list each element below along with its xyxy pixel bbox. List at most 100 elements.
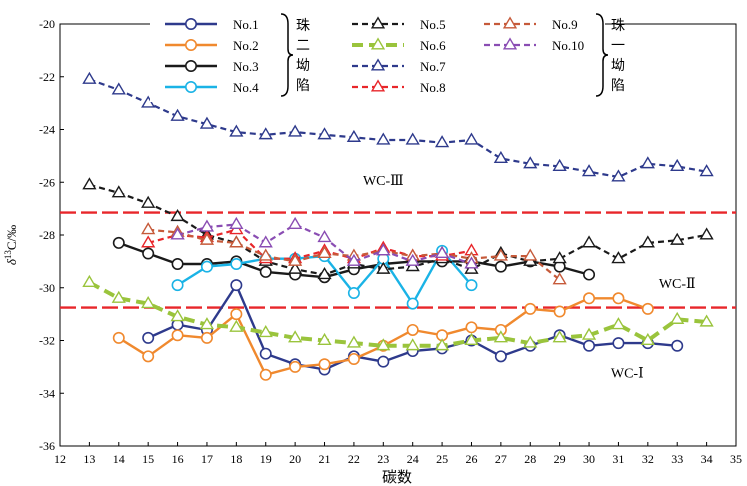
legend-item-no6: No.6 [352, 37, 446, 53]
data-point-no10 [288, 216, 303, 229]
x-tick-label: 13 [83, 452, 95, 466]
data-point-no2 [612, 292, 625, 305]
legend-label-no2: No.2 [233, 38, 259, 53]
y-axis-title: δ13C/‰ [3, 225, 19, 265]
data-point-no1 [583, 339, 596, 352]
x-tick-label: 28 [524, 452, 536, 466]
data-point-no1 [671, 339, 684, 352]
legend-marker-no1 [185, 17, 198, 30]
data-point-no10 [405, 253, 420, 266]
data-point-no6 [141, 295, 156, 309]
data-point-no4 [230, 258, 243, 271]
x-tick-label: 29 [554, 452, 566, 466]
data-point-no5 [640, 235, 655, 248]
data-point-no7 [670, 158, 685, 171]
annotation-label: WC-Ⅲ [363, 174, 404, 189]
data-point-no6 [258, 325, 273, 338]
data-point-no3 [494, 260, 507, 273]
axes: 12 13 14 15 16 17 18 19 20 21 22 23 24 25 26 27 28 29 30 31… [39, 17, 742, 466]
data-point-no4 [200, 260, 213, 273]
legend-group-brace [280, 13, 294, 97]
data-point-no1 [494, 350, 507, 363]
legend-item-no8: No.8 [352, 79, 446, 95]
data-point-no5 [317, 266, 332, 280]
data-point-no5 [611, 251, 626, 264]
data-point-no4 [171, 279, 184, 292]
data-point-no1 [230, 279, 243, 292]
y-tick-label: -24 [39, 123, 55, 137]
x-tick-label: 15 [142, 452, 154, 466]
x-tick-label: 32 [642, 452, 654, 466]
legend-label-no9: No.9 [552, 17, 578, 32]
x-tick-label: 34 [701, 452, 713, 466]
y-tick-label: -30 [39, 281, 55, 295]
data-point-no6 [640, 332, 655, 346]
annotation-label: WC-Ⅱ [659, 277, 696, 292]
data-point-no6 [581, 327, 597, 340]
series-line-no6 [88, 280, 707, 348]
group-label-char: 坳 [611, 58, 625, 74]
data-point-no7 [229, 124, 244, 137]
data-point-no4 [347, 287, 360, 300]
data-point-no2 [112, 331, 125, 344]
series-no6 [82, 274, 714, 351]
data-point-no2 [289, 360, 302, 373]
data-point-no10 [434, 245, 450, 259]
legend-marker-no3 [185, 59, 198, 72]
data-point-no7 [523, 156, 538, 169]
x-tick-label: 19 [260, 452, 272, 466]
data-point-no10 [170, 227, 185, 240]
data-point-no10 [376, 243, 391, 256]
legend-marker-no6 [370, 37, 386, 50]
data-point-no7 [170, 108, 185, 121]
data-point-no7 [493, 150, 508, 164]
legend-label-no10: No.10 [552, 38, 584, 53]
legend-item-no1: No.1 [165, 17, 259, 32]
y-tick-label: -26 [39, 175, 55, 189]
data-point-no2 [465, 321, 478, 334]
data-point-no7 [288, 124, 303, 137]
data-point-no6 [523, 335, 538, 348]
data-point-no5 [670, 232, 685, 245]
data-point-no9 [552, 272, 567, 285]
legend-item-no5: No.5 [352, 16, 446, 32]
data-point-no9 [288, 253, 303, 266]
data-point-no2 [318, 358, 331, 371]
data-point-no5 [288, 261, 303, 274]
reference-lines [60, 211, 736, 309]
x-tick-label: 16 [172, 452, 184, 466]
data-point-no6 [170, 309, 185, 322]
data-point-no6 [346, 335, 362, 348]
data-point-no10 [258, 235, 273, 248]
data-point-no2 [142, 350, 155, 363]
series-line-no8 [147, 228, 472, 260]
y-axis-title-delta: δ [4, 258, 19, 265]
legend-marker-no2 [185, 38, 198, 51]
data-point-no3 [259, 265, 272, 278]
data-point-no9 [199, 232, 215, 245]
data-point-no6 [288, 330, 303, 343]
annotation-label: WC-Ⅰ [611, 366, 644, 381]
data-point-no7 [405, 132, 420, 145]
data-point-no6 [699, 314, 714, 327]
plot-area [82, 71, 714, 381]
x-tick-label: 12 [54, 452, 66, 466]
y-tick-label: -36 [39, 439, 55, 453]
x-tick-label: 17 [201, 452, 213, 466]
group-label-char: 珠 [296, 18, 310, 34]
data-point-no8 [141, 235, 156, 248]
x-tick-label: 35 [730, 452, 742, 466]
x-tick-label: 23 [377, 452, 389, 466]
data-point-no5 [111, 185, 126, 198]
legend-item-no3: No.3 [165, 59, 259, 74]
data-point-no7 [552, 158, 567, 171]
data-point-no9 [317, 245, 332, 259]
data-point-no7 [317, 127, 332, 140]
data-point-no9 [229, 235, 244, 248]
x-tick-label: 27 [495, 452, 507, 466]
group-label-char: 珠 [611, 18, 625, 34]
data-point-no5 [552, 251, 567, 264]
data-point-no1 [377, 355, 390, 368]
legend-label-no7: No.7 [420, 59, 446, 74]
